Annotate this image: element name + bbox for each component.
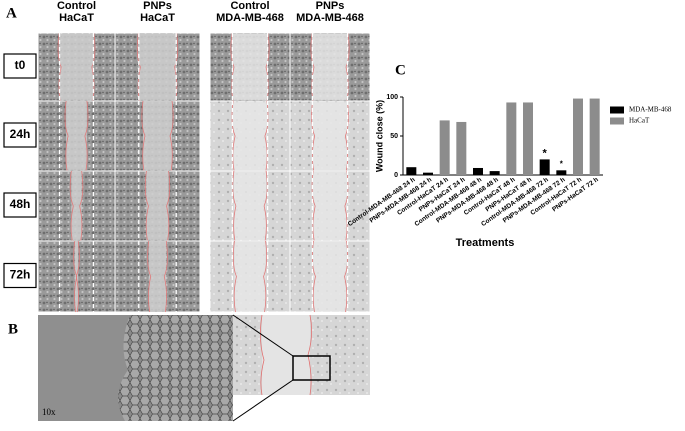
wound-area (232, 34, 268, 100)
column-header: PNPs (316, 0, 345, 12)
row-label: 24h (10, 127, 31, 141)
row-label: 48h (10, 197, 31, 211)
bar (473, 167, 483, 175)
bar (406, 167, 417, 175)
bar (539, 159, 550, 175)
column-header: HaCaT (140, 12, 175, 24)
bar (506, 102, 517, 175)
wound-area (66, 102, 87, 170)
legend-swatch (610, 106, 624, 114)
row-label-box (3, 53, 37, 79)
row-label: t0 (15, 58, 26, 72)
bar (439, 120, 450, 175)
y-axis-label: Wound close (%) (374, 100, 384, 172)
bar (523, 102, 533, 175)
zoom-box (292, 355, 331, 381)
wound-area (71, 172, 82, 240)
wound-area (233, 172, 267, 240)
wound-area (148, 242, 167, 311)
zoom-line (232, 379, 294, 422)
bar (423, 172, 433, 175)
bar (456, 121, 467, 175)
wound-edge (69, 170, 84, 242)
bar (573, 98, 583, 175)
wound-area (142, 102, 173, 170)
wound-edge (141, 100, 174, 172)
wound-edge (144, 170, 171, 242)
wound-edge (73, 240, 80, 313)
panel-label: B (8, 321, 18, 337)
row-label-box (3, 262, 37, 289)
wound-area (312, 34, 348, 100)
wound-area (313, 242, 347, 311)
wound-edge (232, 240, 268, 313)
x-axis-label: Treatments (456, 237, 515, 249)
row-label: 72h (10, 268, 31, 282)
bar (589, 98, 600, 175)
significance-mark: * (543, 147, 548, 159)
wound-area (138, 34, 177, 100)
y-tick-label: 50 (390, 133, 398, 140)
cell-region (118, 315, 233, 421)
wound-area (312, 102, 348, 170)
wound-edge (260, 314, 312, 396)
zoom-line (232, 314, 294, 357)
wound-area (262, 315, 310, 395)
column-header: Control (57, 0, 96, 12)
magnification: 10x (42, 407, 56, 417)
panel-a: ControlHaCaTPNPsHaCaTControlMDA-MB-468PN… (3, 0, 371, 313)
wound-area (59, 34, 94, 100)
y-tick-label: 100 (386, 94, 398, 101)
legend-swatch (610, 117, 624, 125)
wound-edge (311, 240, 349, 313)
panel-label: A (6, 5, 17, 21)
significance-mark: * (560, 159, 564, 168)
column-header: Control (230, 0, 269, 12)
wound-area (146, 172, 169, 240)
wound-edge (64, 100, 89, 172)
column-header: MDA-MB-468 (296, 12, 364, 24)
column-header: PNPs (143, 0, 172, 12)
panel-label: C (395, 62, 406, 78)
wound-edge (147, 240, 168, 313)
bar (489, 171, 500, 175)
row-label-box (3, 122, 37, 148)
panel-b: 10x (38, 314, 370, 422)
wound-area (234, 242, 266, 311)
column-header: MDA-MB-468 (216, 12, 284, 24)
wound-edge (232, 170, 268, 242)
bar (556, 170, 567, 175)
legend-label: MDA-MB-468 (629, 106, 672, 114)
wound-area (313, 172, 347, 240)
y-tick-label: 0 (394, 172, 398, 179)
column-header: HaCaT (59, 12, 94, 24)
legend-label: HaCaT (629, 117, 650, 125)
row-label-box (3, 192, 37, 218)
wound-area (233, 102, 267, 170)
